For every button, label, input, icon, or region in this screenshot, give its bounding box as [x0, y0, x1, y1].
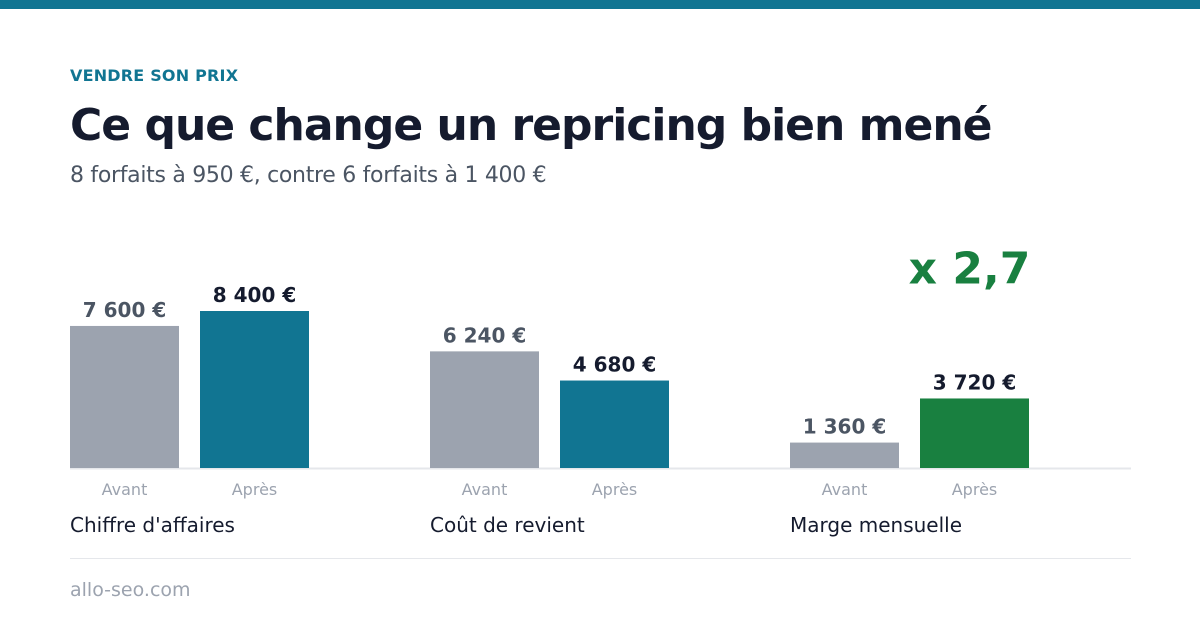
footer-site: allo-seo.com	[70, 579, 191, 601]
bar-category-label: Avant	[102, 480, 148, 499]
bar-category-label: Après	[232, 480, 278, 499]
group-label-chiffre-d-affaires: Chiffre d'affaires	[70, 513, 235, 537]
bar-value-label: 4 680 €	[573, 353, 657, 377]
multiplier-badge: x 2,7	[909, 243, 1031, 294]
bar-value-label: 6 240 €	[443, 323, 527, 347]
bar-category-label: Après	[952, 480, 998, 499]
bar-co-t-de-revient-avant	[430, 351, 539, 468]
bar-value-label: 1 360 €	[803, 415, 887, 439]
bar-category-label: Avant	[822, 480, 868, 499]
page-title: Ce que change un repricing bien mené	[70, 100, 993, 151]
bar-chiffre-d-affaires-apres	[200, 311, 309, 468]
bar-category-label: Avant	[462, 480, 508, 499]
group-label-marge-mensuelle: Marge mensuelle	[790, 513, 962, 537]
bar-value-label: 3 720 €	[933, 370, 1017, 394]
bar-marge-mensuelle-apres	[920, 398, 1029, 468]
bar-value-label: 8 400 €	[213, 283, 297, 307]
bar-co-t-de-revient-apres	[560, 380, 669, 468]
footer-divider	[70, 558, 1131, 559]
bar-chiffre-d-affaires-avant	[70, 325, 179, 468]
top-accent-bar	[0, 0, 1200, 9]
bar-marge-mensuelle-avant	[790, 442, 899, 468]
eyebrow-label: VENDRE SON PRIX	[70, 66, 239, 85]
bar-category-label: Après	[592, 480, 638, 499]
bar-value-label: 7 600 €	[83, 298, 167, 322]
group-label-co-t-de-revient: Coût de revient	[430, 513, 585, 537]
page-subtitle: 8 forfaits à 950 €, contre 6 forfaits à …	[70, 163, 547, 188]
